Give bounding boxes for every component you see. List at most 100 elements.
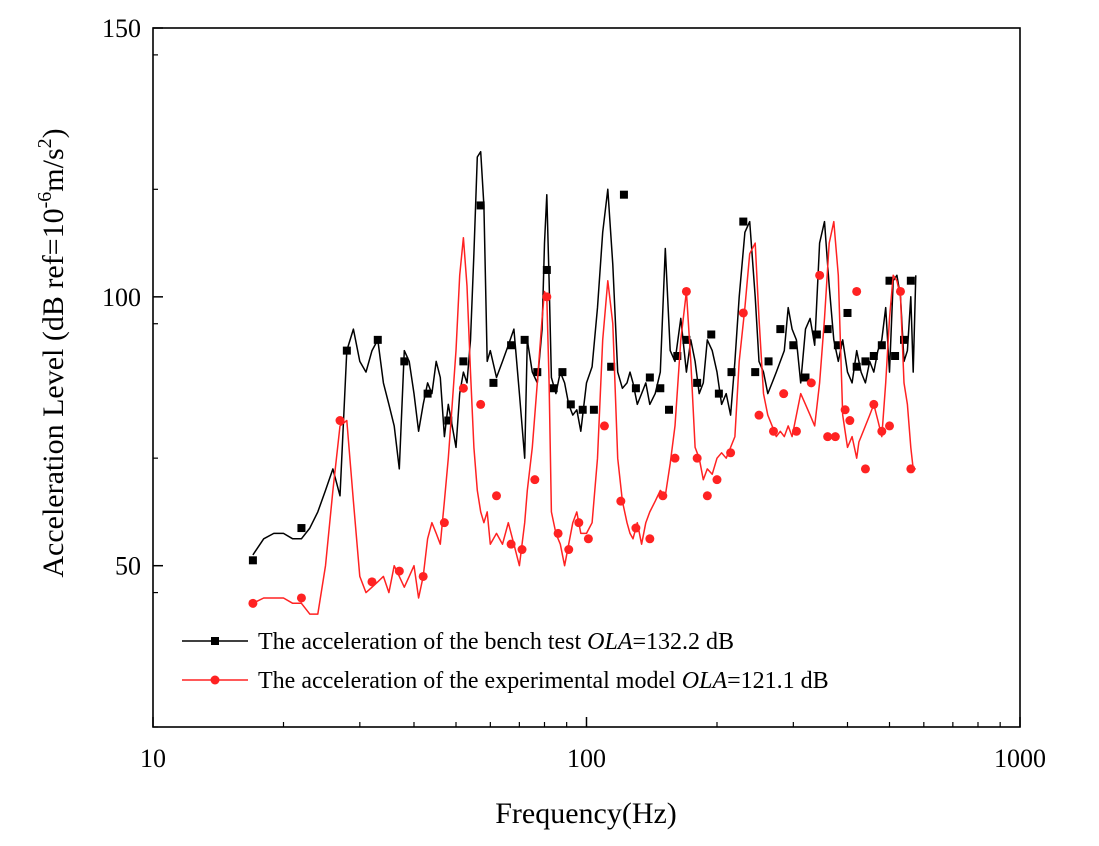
series-marker bbox=[248, 556, 257, 565]
series-line bbox=[252, 150, 917, 556]
series-marker bbox=[833, 341, 842, 350]
series-marker bbox=[885, 421, 895, 431]
series-marker bbox=[692, 453, 702, 463]
series-marker bbox=[739, 217, 748, 226]
series-marker bbox=[693, 378, 702, 387]
series-marker bbox=[801, 373, 810, 382]
series-marker bbox=[394, 566, 404, 576]
series-marker bbox=[578, 405, 587, 414]
series-marker bbox=[906, 464, 916, 474]
series-marker bbox=[670, 453, 680, 463]
series-marker bbox=[823, 432, 833, 442]
series-marker bbox=[726, 448, 736, 458]
series-marker bbox=[439, 518, 449, 528]
series-marker bbox=[476, 201, 485, 210]
series-marker bbox=[768, 426, 778, 436]
series-marker bbox=[812, 330, 821, 339]
series-marker bbox=[342, 346, 351, 355]
series-marker bbox=[764, 357, 773, 366]
series-marker bbox=[840, 405, 850, 415]
series-marker bbox=[843, 308, 852, 317]
series-marker bbox=[533, 368, 542, 377]
series-marker bbox=[779, 389, 789, 399]
series-marker bbox=[574, 518, 584, 528]
series-marker bbox=[645, 373, 654, 382]
series-marker bbox=[899, 335, 908, 344]
series-marker bbox=[852, 362, 861, 371]
series-marker bbox=[776, 325, 785, 334]
series-marker bbox=[517, 545, 527, 555]
y-axis-title: Acceleration Level (dB ref=10-6m/s2) bbox=[34, 128, 70, 577]
series-marker bbox=[631, 523, 641, 533]
series-marker bbox=[542, 265, 551, 274]
series-marker bbox=[727, 368, 736, 377]
series-marker bbox=[714, 389, 723, 398]
series-marker bbox=[400, 357, 409, 366]
series-marker bbox=[707, 330, 716, 339]
series-marker bbox=[702, 491, 712, 501]
series-marker bbox=[476, 399, 486, 409]
series-marker bbox=[489, 378, 498, 387]
series-marker bbox=[423, 389, 432, 398]
legend-label: The acceleration of the bench test OLA=1… bbox=[258, 629, 734, 655]
series-marker bbox=[589, 405, 598, 414]
series-marker bbox=[906, 276, 915, 285]
legend-item: The acceleration of the bench test OLA=1… bbox=[182, 629, 734, 655]
series-marker bbox=[665, 405, 674, 414]
series-marker bbox=[458, 383, 468, 393]
series-marker bbox=[616, 496, 626, 506]
series-marker bbox=[815, 270, 825, 280]
series-marker bbox=[553, 528, 563, 538]
legend: The acceleration of the bench test OLA=1… bbox=[182, 629, 829, 694]
series-marker bbox=[738, 308, 748, 318]
series-marker bbox=[885, 276, 894, 285]
series-marker bbox=[791, 426, 801, 436]
x-axis: 10 100 1000 bbox=[140, 717, 1046, 773]
series-marker bbox=[418, 571, 428, 581]
series-marker bbox=[492, 491, 502, 501]
series-marker bbox=[673, 351, 682, 360]
series-marker bbox=[335, 416, 345, 426]
series-marker bbox=[566, 400, 575, 409]
series-marker bbox=[877, 341, 886, 350]
series-1 bbox=[248, 220, 916, 615]
series-marker bbox=[658, 491, 668, 501]
series-line bbox=[252, 220, 916, 615]
x-tick-label: 100 bbox=[567, 744, 606, 773]
legend-marker bbox=[210, 675, 220, 685]
series-marker bbox=[861, 357, 870, 366]
series-marker bbox=[542, 292, 552, 302]
series-marker bbox=[656, 384, 665, 393]
series-marker bbox=[619, 190, 628, 199]
y-tick-label: 50 bbox=[115, 552, 141, 581]
series-marker bbox=[869, 351, 878, 360]
series-marker bbox=[583, 534, 593, 544]
y-axis: 50 100 150 bbox=[102, 14, 163, 728]
series-marker bbox=[712, 475, 722, 485]
series-marker bbox=[631, 384, 640, 393]
series-marker bbox=[564, 545, 574, 555]
legend-item: The acceleration of the experimental mod… bbox=[182, 668, 829, 694]
series-marker bbox=[645, 534, 655, 544]
series-marker bbox=[248, 598, 258, 608]
x-tick-label: 1000 bbox=[994, 744, 1046, 773]
series-marker bbox=[520, 335, 529, 344]
series-marker bbox=[444, 416, 453, 425]
series-marker bbox=[297, 524, 306, 533]
series-marker bbox=[891, 351, 900, 360]
series-marker bbox=[877, 426, 887, 436]
series-marker bbox=[549, 384, 558, 393]
series-marker bbox=[789, 341, 798, 350]
series-marker bbox=[751, 368, 760, 377]
series-marker bbox=[530, 475, 540, 485]
series-marker bbox=[895, 286, 905, 296]
series-marker bbox=[823, 325, 832, 334]
series-marker bbox=[852, 286, 862, 296]
series-marker bbox=[830, 432, 840, 442]
series-marker bbox=[806, 378, 816, 388]
plot-area bbox=[152, 27, 1021, 728]
series-marker bbox=[682, 335, 691, 344]
series-marker bbox=[607, 362, 616, 371]
legend-label: The acceleration of the experimental mod… bbox=[258, 668, 829, 694]
